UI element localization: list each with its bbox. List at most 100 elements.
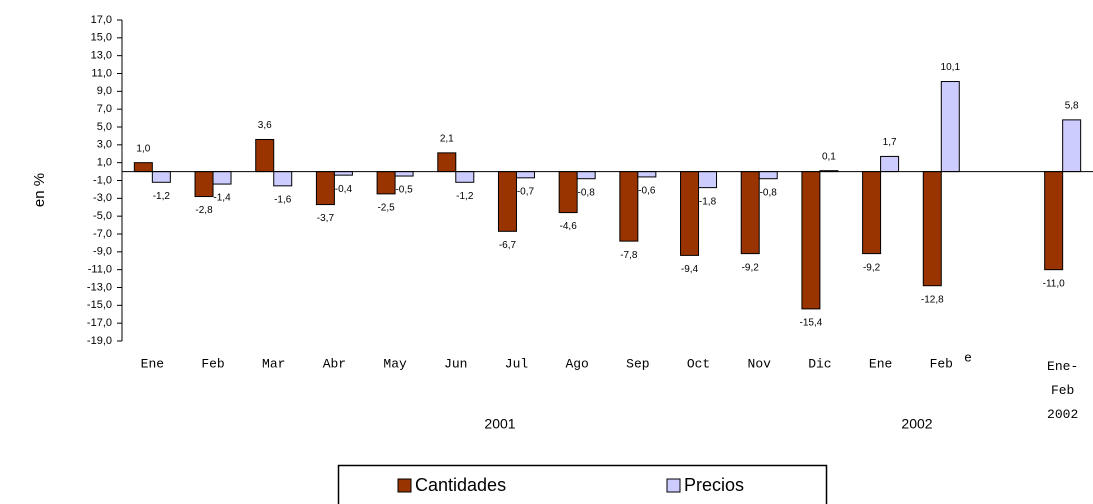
- bar: [255, 138, 275, 173]
- x-tick-label: Nov: [748, 356, 772, 371]
- y-tick-label: -1,0: [93, 174, 112, 186]
- y-tick-label: 11,0: [91, 67, 112, 79]
- value-label: 2,1: [440, 133, 454, 144]
- value-label: 0,1: [822, 151, 836, 162]
- legend-label: Precios: [684, 475, 744, 495]
- bar: [455, 171, 475, 183]
- value-label: 5,8: [1065, 101, 1079, 112]
- value-label: -9,2: [742, 262, 760, 273]
- y-axis-label: en %: [31, 173, 48, 207]
- y-tick-label: 15,0: [91, 32, 112, 44]
- value-label: -7,8: [620, 250, 638, 261]
- bar: [698, 171, 718, 189]
- bar: [194, 171, 214, 198]
- y-tick-label: -9,0: [93, 246, 112, 258]
- value-label: -0,8: [578, 187, 596, 198]
- y-tick-label: -5,0: [93, 210, 112, 222]
- bar: [376, 171, 396, 195]
- x-tick-label: Abr: [323, 356, 346, 371]
- bar: [680, 171, 700, 256]
- value-label: -12,8: [921, 294, 944, 305]
- y-tick-label: -15,0: [87, 299, 112, 311]
- bar: [151, 171, 171, 183]
- value-label: -0,4: [335, 184, 353, 195]
- footnote-mark: e: [964, 349, 971, 364]
- bar: [922, 171, 942, 287]
- bar: [1044, 171, 1064, 271]
- bar: [880, 155, 900, 173]
- group-label: 2001: [484, 416, 515, 432]
- y-tick-label: -17,0: [87, 317, 112, 329]
- value-label: -1,4: [213, 193, 231, 204]
- group-label: 2002: [901, 416, 932, 432]
- bar: [740, 171, 760, 255]
- x-tick-label-box: Ene-Feb 2002: [1047, 359, 1079, 422]
- value-label: -1,8: [699, 196, 717, 207]
- bar: [437, 152, 457, 173]
- x-tick-label: Dic: [808, 356, 831, 371]
- bar: [1062, 119, 1082, 173]
- legend-swatch: [666, 478, 681, 493]
- y-tick-label: 17,0: [91, 14, 112, 26]
- legend-swatch: [397, 478, 412, 493]
- x-tick-label: Feb: [930, 356, 953, 371]
- y-tick-label: 7,0: [97, 103, 112, 115]
- value-label: -1,2: [153, 191, 171, 202]
- y-tick-label: -13,0: [87, 281, 112, 293]
- y-tick-label: 3,0: [97, 139, 112, 151]
- bar: [394, 171, 414, 177]
- x-tick-label: Ene-Feb 2002: [1047, 359, 1079, 422]
- y-tick-label: 13,0: [91, 50, 112, 62]
- x-tick-label: Ene: [869, 356, 892, 371]
- value-label: -0,8: [760, 187, 778, 198]
- value-label: -0,5: [395, 185, 413, 196]
- y-tick-label: -7,0: [93, 228, 112, 240]
- value-label: -0,7: [517, 186, 535, 197]
- x-tick-label: Mar: [262, 356, 285, 371]
- value-label: -2,5: [377, 203, 395, 214]
- x-tick-label: Ene: [141, 356, 164, 371]
- x-tick-label: May: [383, 356, 407, 371]
- bar: [637, 171, 657, 178]
- value-label: -1,2: [456, 191, 474, 202]
- bar: [212, 171, 232, 185]
- x-tick-label: Sep: [626, 356, 649, 371]
- bar: [133, 162, 153, 173]
- value-label: 1,7: [883, 137, 897, 148]
- bar: [315, 171, 335, 206]
- x-tick-label: Oct: [687, 356, 710, 371]
- bar: [273, 171, 293, 187]
- bar: [333, 171, 353, 176]
- bar: [940, 81, 960, 173]
- bar: [758, 171, 778, 180]
- value-label: -9,4: [681, 264, 699, 275]
- legend-label: Cantidades: [415, 475, 506, 495]
- value-label: 10,1: [941, 62, 961, 73]
- y-tick-label: -11,0: [88, 264, 112, 276]
- value-label: 3,6: [258, 120, 272, 131]
- value-label: 1,0: [136, 143, 150, 154]
- value-label: -11,0: [1043, 278, 1065, 289]
- x-tick-label: Jun: [444, 356, 467, 371]
- bar: [558, 171, 578, 214]
- value-label: -4,6: [560, 221, 578, 232]
- value-label: -0,6: [638, 186, 656, 197]
- y-tick-label: -3,0: [93, 192, 112, 204]
- y-tick-label: 5,0: [97, 121, 112, 133]
- value-label: -9,2: [863, 262, 881, 273]
- y-tick-label: -19,0: [87, 335, 112, 347]
- value-label: -6,7: [499, 240, 517, 251]
- x-tick-label: Ago: [565, 356, 588, 371]
- y-tick-label: 1,0: [97, 157, 112, 169]
- bar: [619, 171, 639, 242]
- value-label: -2,8: [195, 205, 213, 216]
- value-label: -3,7: [317, 213, 335, 224]
- bar: [862, 171, 882, 255]
- bar: [801, 171, 821, 310]
- x-tick-label: Jul: [505, 356, 529, 371]
- value-label: -15,4: [800, 318, 823, 329]
- value-label: -1,6: [274, 194, 292, 205]
- bar: [497, 171, 517, 232]
- bar: [515, 171, 535, 179]
